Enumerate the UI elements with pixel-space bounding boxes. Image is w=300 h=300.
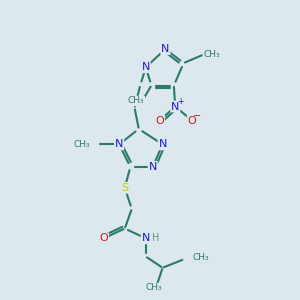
Text: CH₃: CH₃ [192,254,209,262]
Text: O: O [188,116,197,126]
Text: N: N [142,62,150,72]
Text: CH₃: CH₃ [203,50,220,59]
Text: CH₃: CH₃ [146,284,163,292]
Text: O: O [99,233,108,243]
Text: S: S [121,183,128,193]
Text: −: − [193,111,201,121]
Text: N: N [158,140,167,149]
Text: CH₃: CH₃ [128,96,144,105]
Text: +: + [177,97,184,106]
Text: N: N [171,101,179,112]
Text: H: H [152,233,159,243]
Text: N: N [148,162,157,172]
Text: N: N [115,140,123,149]
Text: N: N [142,233,150,243]
Text: CH₃: CH₃ [74,140,90,149]
Text: O: O [155,116,164,126]
Text: N: N [161,44,170,54]
